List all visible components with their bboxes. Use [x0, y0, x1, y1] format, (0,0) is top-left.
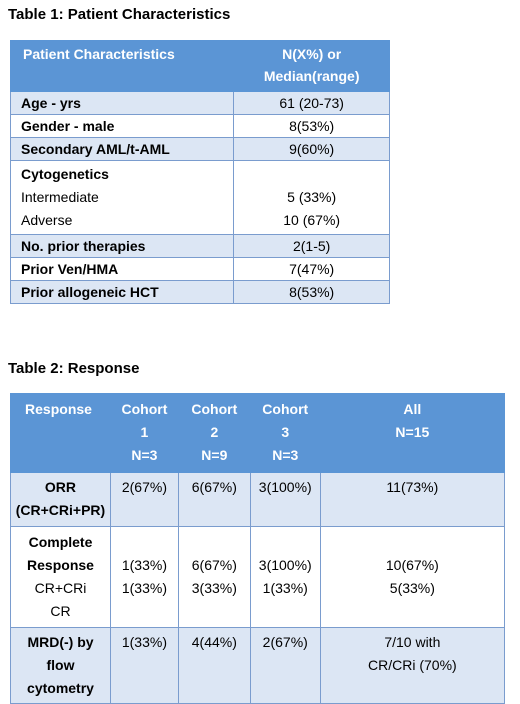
mrd-cohort2: 4(44%): [177, 627, 251, 704]
table-row: MRD(-) by flow cytometry 1(33%) 4(44%) 2…: [10, 627, 506, 704]
row-label-prior-ven-hma: Prior Ven/HMA: [9, 257, 235, 281]
table1-caption: Table 1: Patient Characteristics: [8, 6, 231, 23]
header-cohort2-line2: 2: [210, 424, 219, 440]
row-label-prior-hct: Prior allogeneic HCT: [9, 280, 235, 304]
cr-all-v1: 10(67%): [385, 557, 439, 573]
table-row: Complete Response CR+CRi CR 1(33%) 1(33%…: [10, 526, 506, 628]
mrd-cohort3: 2(67%): [249, 627, 321, 704]
cr-all: 10(67%) 5(33%): [319, 526, 506, 628]
header-response: Response: [10, 393, 111, 473]
row-value-secondary-aml: 9(60%): [233, 137, 390, 161]
response-table: Response Cohort 1 N=3 Cohort 2 N=9 Cohor…: [10, 393, 506, 704]
row-value-prior-therapies: 2(1-5): [233, 234, 390, 258]
header-cohort3: Cohort 3 N=3: [249, 393, 321, 473]
table1-header-value-line1: N(X%) or: [282, 46, 342, 62]
cr-cohort2-v2: 3(33%): [191, 580, 237, 596]
cytogenetics-adverse-label: Adverse: [21, 212, 73, 228]
cr-sub2-label: CR: [50, 603, 71, 619]
header-all-line1: All: [403, 401, 422, 417]
cr-all-v2: 5(33%): [389, 580, 435, 596]
table-row: Gender - male 8(53%): [9, 114, 390, 138]
cr-label-line2: Response: [27, 557, 94, 573]
cytogenetics-adverse-value: 10 (67%): [283, 212, 341, 228]
table-row: Secondary AML/t-AML 9(60%): [9, 137, 390, 161]
row-value-prior-ven-hma: 7(47%): [233, 257, 390, 281]
cr-label: Complete Response CR+CRi CR: [10, 526, 111, 628]
orr-label-line2: (CR+CRi+PR): [15, 502, 106, 518]
row-label-gender: Gender - male: [9, 114, 235, 138]
cr-sub1-label: CR+CRi: [34, 580, 87, 596]
row-label-age: Age - yrs: [9, 91, 235, 115]
header-cohort2-line3: N=9: [201, 447, 228, 463]
header-cohort1-line3: N=3: [131, 447, 158, 463]
cr-cohort1-v2: 1(33%): [121, 580, 167, 596]
table1-header-value-line2: Median(range): [263, 68, 360, 84]
table1-header-row: Patient Characteristics N(X%) or Median(…: [9, 40, 390, 92]
row-value-prior-hct: 8(53%): [233, 280, 390, 304]
mrd-all-line2: CR/CRi (70%): [368, 657, 457, 673]
mrd-label-line2: flow: [46, 657, 75, 673]
table-row: Age - yrs 61 (20-73): [9, 91, 390, 115]
row-value-cytogenetics: 5 (33%) 10 (67%): [233, 160, 390, 235]
row-label-secondary-aml: Secondary AML/t-AML: [9, 137, 235, 161]
mrd-all: 7/10 with CR/CRi (70%): [319, 627, 506, 704]
header-cohort1-line1: Cohort: [121, 401, 168, 417]
table1-header-value: N(X%) or Median(range): [233, 40, 390, 92]
table-row: ORR (CR+CRi+PR) 2(67%) 6(67%) 3(100%) 11…: [10, 472, 506, 527]
header-cohort3-line2: 3: [281, 424, 290, 440]
orr-all: 11(73%): [319, 472, 506, 527]
orr-label-line1: ORR: [44, 479, 77, 495]
mrd-all-line1: 7/10 with: [384, 634, 441, 650]
cr-cohort3-v1: 3(100%): [258, 557, 312, 573]
table2-header-row: Response Cohort 1 N=3 Cohort 2 N=9 Cohor…: [10, 393, 506, 473]
cr-cohort1: 1(33%) 1(33%): [109, 526, 179, 628]
cr-cohort3-v2: 1(33%): [262, 580, 308, 596]
header-cohort1: Cohort 1 N=3: [109, 393, 179, 473]
cr-label-line1: Complete: [28, 534, 93, 550]
mrd-cohort1: 1(33%): [109, 627, 179, 704]
cr-cohort2: 6(67%) 3(33%): [177, 526, 251, 628]
header-all-line2: N=15: [395, 424, 430, 440]
table-row: Prior Ven/HMA 7(47%): [9, 257, 390, 281]
header-cohort1-line2: 1: [140, 424, 149, 440]
table-row: Prior allogeneic HCT 8(53%): [9, 280, 390, 304]
header-cohort3-line1: Cohort: [262, 401, 309, 417]
row-label-prior-therapies: No. prior therapies: [9, 234, 235, 258]
cytogenetics-intermediate-value: 5 (33%): [287, 189, 337, 205]
header-cohort2-line1: Cohort: [191, 401, 238, 417]
header-all: All N=15: [319, 393, 506, 473]
header-cohort3-line3: N=3: [272, 447, 299, 463]
table2-caption: Table 2: Response: [8, 360, 140, 377]
orr-cohort2: 6(67%): [177, 472, 251, 527]
table-row: Cytogenetics Intermediate Adverse 5 (33%…: [9, 160, 390, 235]
row-value-gender: 8(53%): [233, 114, 390, 138]
table1-header-characteristics: Patient Characteristics: [9, 40, 235, 92]
cr-cohort1-v1: 1(33%): [121, 557, 167, 573]
cr-cohort2-v1: 6(67%): [191, 557, 237, 573]
patient-characteristics-table: Patient Characteristics N(X%) or Median(…: [9, 40, 390, 304]
row-label-cytogenetics: Cytogenetics Intermediate Adverse: [9, 160, 235, 235]
header-cohort2: Cohort 2 N=9: [177, 393, 251, 473]
mrd-label-line1: MRD(-) by: [27, 634, 94, 650]
cytogenetics-intermediate-label: Intermediate: [21, 189, 99, 205]
mrd-label: MRD(-) by flow cytometry: [10, 627, 111, 704]
mrd-label-line3: cytometry: [27, 680, 94, 696]
cytogenetics-label: Cytogenetics: [21, 166, 109, 182]
orr-cohort1: 2(67%): [109, 472, 179, 527]
cr-cohort3: 3(100%) 1(33%): [249, 526, 321, 628]
orr-cohort3: 3(100%): [249, 472, 321, 527]
table-row: No. prior therapies 2(1-5): [9, 234, 390, 258]
row-value-age: 61 (20-73): [233, 91, 390, 115]
orr-label: ORR (CR+CRi+PR): [10, 472, 111, 527]
